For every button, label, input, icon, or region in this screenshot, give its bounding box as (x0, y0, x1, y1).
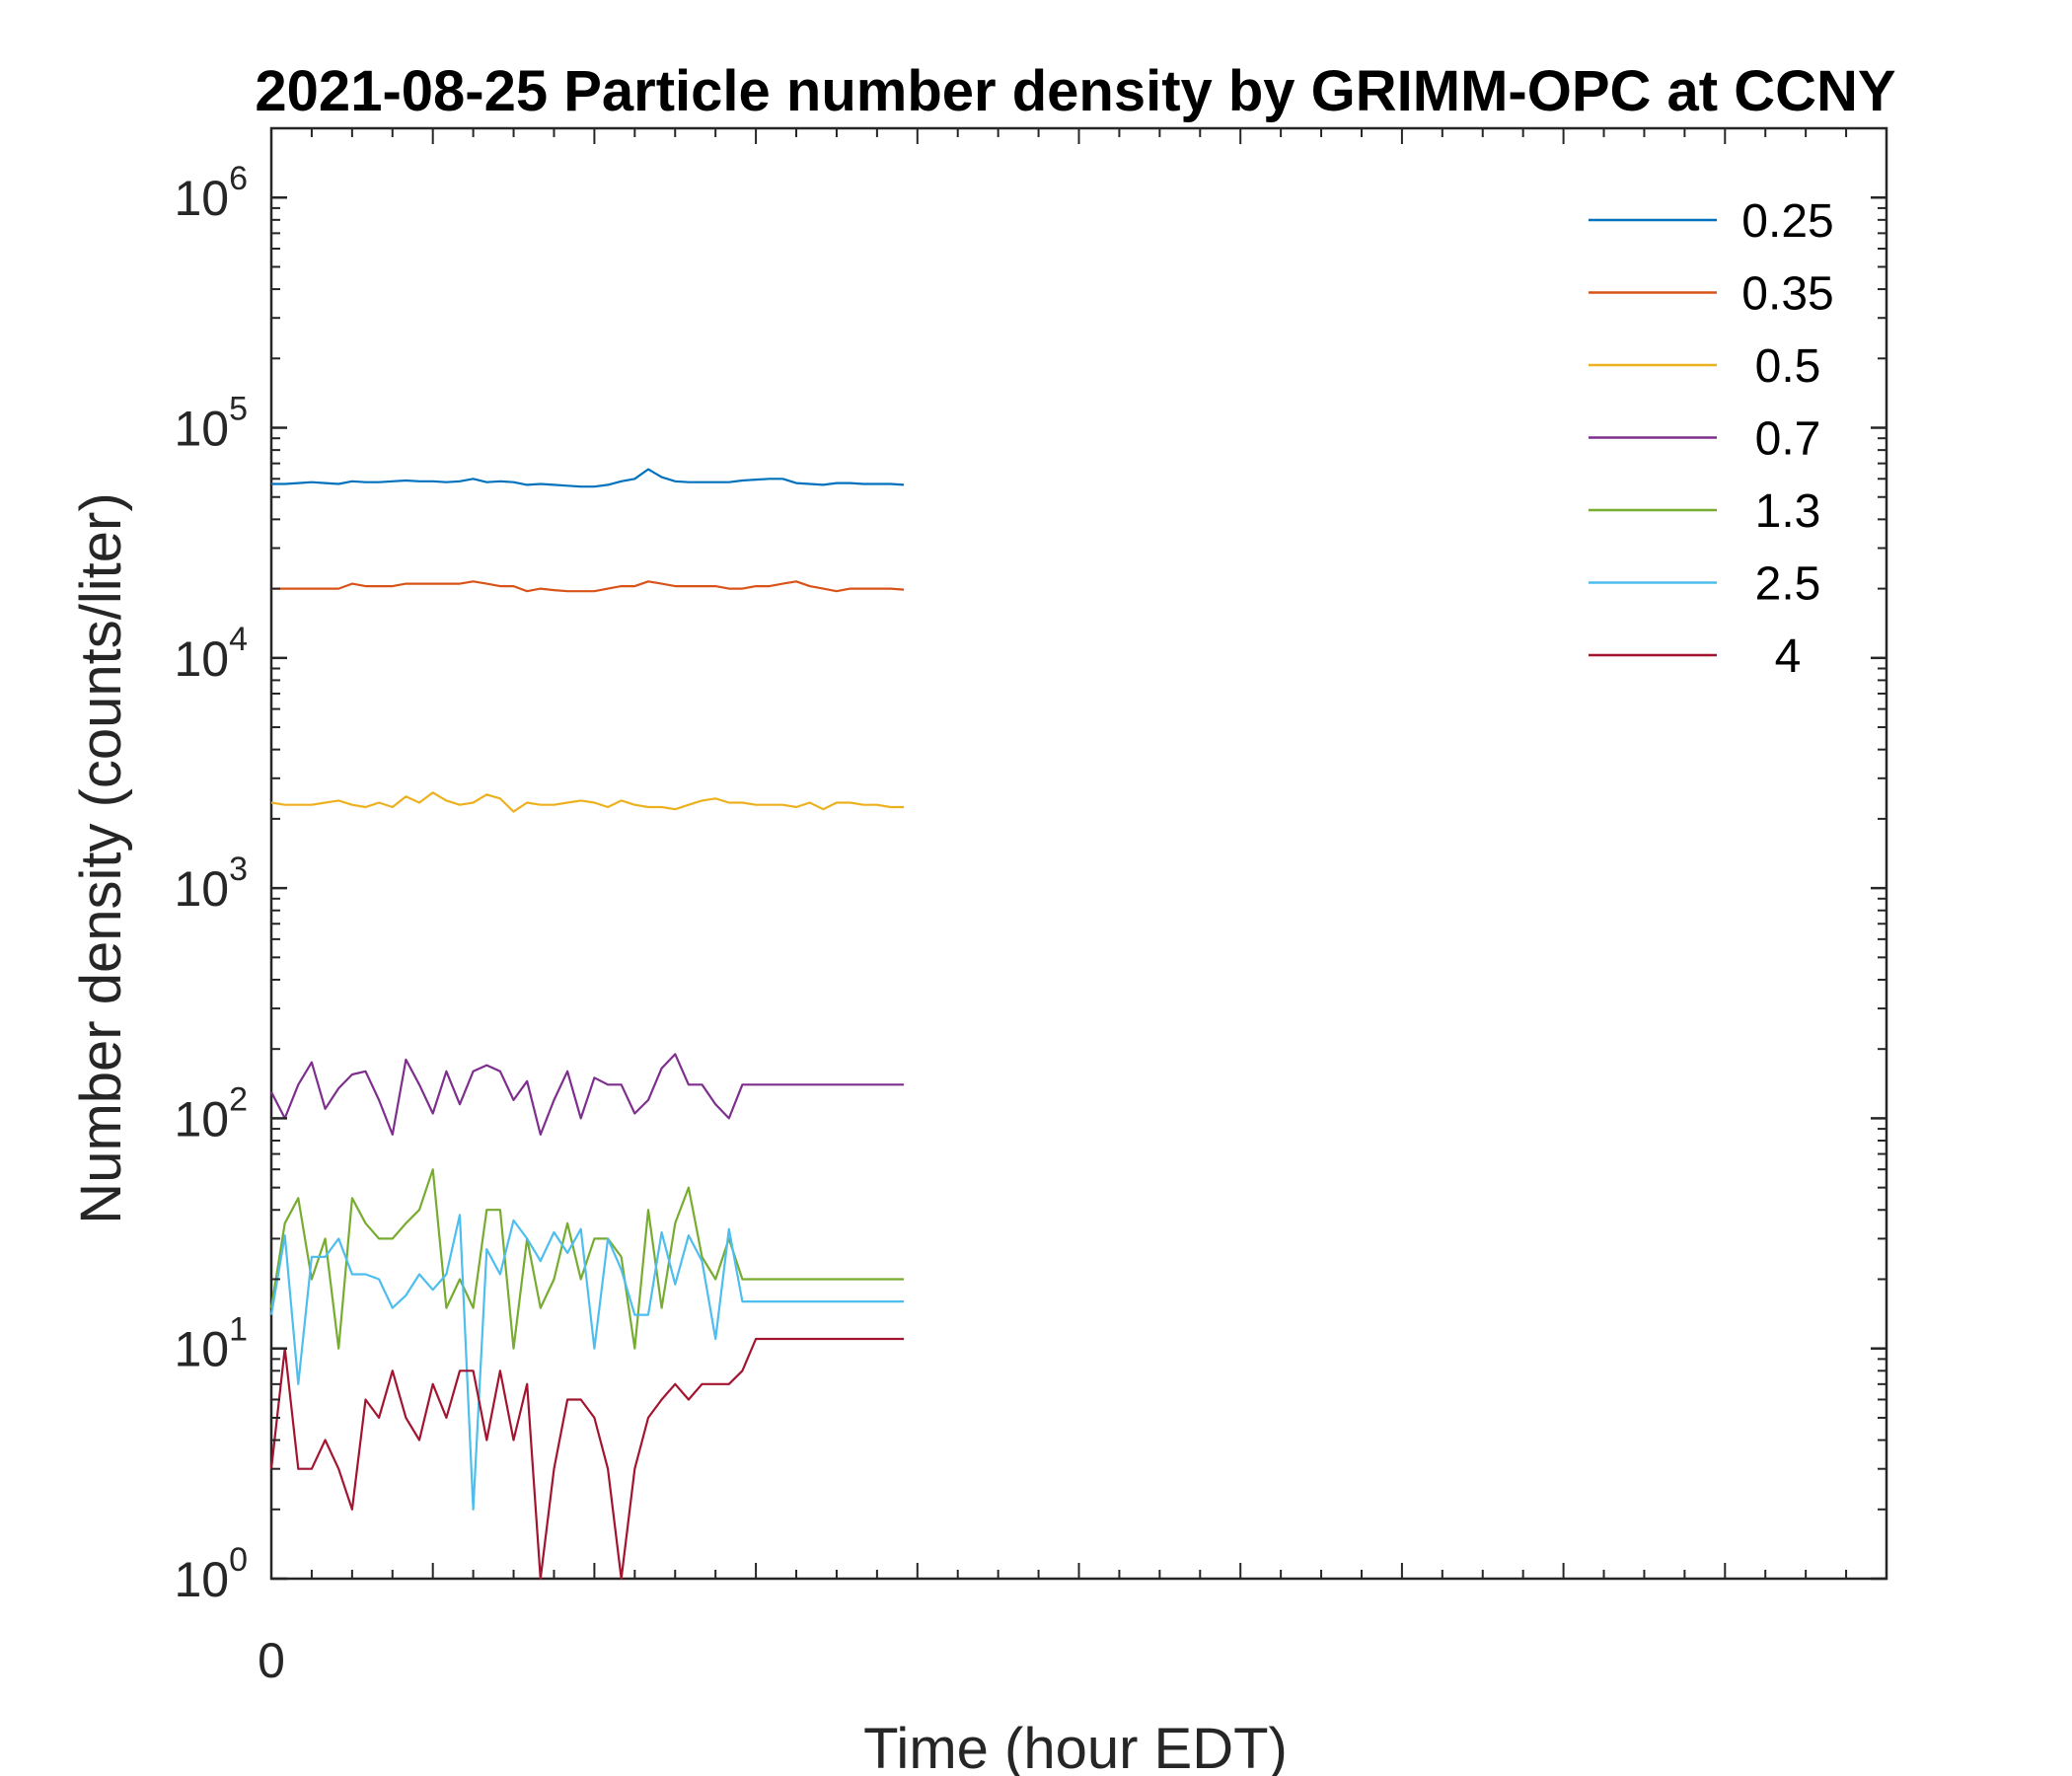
y-tick-label: 104 (174, 621, 248, 687)
series-line-0.5 (270, 791, 905, 813)
series-line-0.25 (271, 468, 905, 488)
legend: 0.25 0.35 0.5 0.7 1.3 2.5 4 (1589, 195, 1834, 683)
series-line-0.7 (270, 1053, 905, 1137)
legend-label: 0.35 (1741, 268, 1833, 321)
plot-area (269, 126, 1888, 1581)
y-tick-label: 102 (174, 1080, 248, 1147)
series-layer (269, 468, 905, 1581)
legend-label: 0.5 (1755, 340, 1821, 393)
x-tick-label: 0 (258, 1633, 285, 1688)
series-line-2.5 (269, 1214, 905, 1511)
y-tick-label: 100 (174, 1541, 248, 1607)
y-axis-label: Number density (counts/liter) (69, 492, 133, 1223)
series-line-1.3 (269, 1168, 905, 1350)
legend-label: 4 (1775, 630, 1802, 683)
series-line-0.35 (271, 580, 905, 593)
legend-label: 0.25 (1741, 195, 1833, 248)
y-tick-label: 105 (174, 391, 248, 457)
legend-label: 0.7 (1755, 413, 1821, 466)
y-tick-label: 103 (174, 851, 248, 917)
y-tick-label: 101 (174, 1311, 248, 1377)
legend-label: 2.5 (1755, 558, 1821, 611)
y-axis-ticks: 100 101 102 103 104 105 106 (174, 127, 1887, 1607)
x-axis-label: Time (hour EDT) (863, 1717, 1288, 1776)
series-line-4 (269, 1337, 905, 1581)
chart-title: 2021-08-25 Particle number density by GR… (255, 59, 1895, 123)
axes-box (269, 126, 1888, 1581)
x-axis-ticks: 0 (258, 128, 1887, 1688)
y-tick-label: 106 (174, 160, 248, 226)
legend-label: 1.3 (1755, 485, 1821, 538)
